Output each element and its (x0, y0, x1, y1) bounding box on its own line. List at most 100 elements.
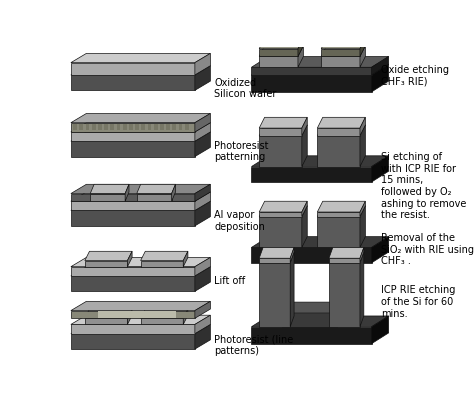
Bar (110, 125, 114, 127)
Polygon shape (317, 136, 360, 167)
Bar (179, 125, 182, 127)
Bar (73, 128, 77, 130)
Bar (98, 125, 102, 127)
Polygon shape (71, 67, 210, 76)
Bar (166, 125, 170, 127)
Polygon shape (302, 202, 307, 217)
Bar (154, 128, 158, 130)
Polygon shape (317, 217, 360, 248)
Polygon shape (251, 57, 389, 68)
Bar (129, 128, 133, 130)
Polygon shape (372, 316, 389, 344)
Polygon shape (321, 47, 365, 57)
Polygon shape (259, 57, 298, 68)
Bar (86, 128, 90, 130)
Polygon shape (195, 302, 210, 318)
Polygon shape (290, 248, 294, 263)
Polygon shape (259, 217, 302, 248)
Polygon shape (195, 133, 210, 157)
Bar (104, 125, 108, 127)
Bar (166, 128, 170, 130)
Polygon shape (195, 192, 210, 211)
Polygon shape (283, 313, 337, 327)
Polygon shape (71, 124, 210, 133)
Polygon shape (251, 76, 372, 93)
Bar (123, 128, 127, 130)
Bar (147, 125, 152, 127)
Polygon shape (71, 325, 210, 334)
Polygon shape (71, 194, 195, 202)
Polygon shape (259, 213, 302, 217)
Bar (98, 311, 175, 318)
Polygon shape (259, 39, 303, 50)
Text: Oxidized
Silicon wafer: Oxidized Silicon wafer (214, 77, 277, 99)
Polygon shape (329, 259, 360, 263)
Polygon shape (195, 325, 210, 349)
Polygon shape (195, 185, 210, 202)
Polygon shape (71, 63, 195, 76)
Polygon shape (372, 57, 389, 76)
Polygon shape (125, 185, 129, 202)
Polygon shape (259, 248, 294, 259)
Polygon shape (360, 118, 365, 136)
Polygon shape (172, 185, 175, 202)
Bar (185, 128, 189, 130)
Polygon shape (360, 47, 365, 68)
Text: Removal of the
SiO₂ with RIE using
CHF₃ .: Removal of the SiO₂ with RIE using CHF₃ … (381, 233, 474, 265)
Polygon shape (71, 54, 210, 63)
Polygon shape (85, 309, 132, 318)
Bar (135, 128, 139, 130)
Polygon shape (71, 192, 210, 202)
Polygon shape (259, 129, 302, 136)
Polygon shape (298, 47, 303, 68)
Polygon shape (183, 252, 188, 267)
Polygon shape (321, 50, 360, 57)
Bar (123, 125, 127, 127)
Polygon shape (71, 325, 195, 334)
Bar (110, 128, 114, 130)
Polygon shape (372, 65, 389, 93)
Bar (141, 125, 145, 127)
Polygon shape (71, 124, 195, 133)
Polygon shape (195, 54, 210, 76)
Polygon shape (141, 309, 188, 318)
Polygon shape (195, 267, 210, 292)
Text: Photoresist
patterning: Photoresist patterning (214, 140, 269, 162)
Polygon shape (90, 194, 125, 202)
Polygon shape (137, 194, 172, 202)
Bar (173, 128, 176, 130)
Bar (129, 125, 133, 127)
Polygon shape (183, 309, 188, 325)
Bar (179, 128, 182, 130)
Polygon shape (302, 126, 307, 167)
Polygon shape (141, 318, 183, 325)
Polygon shape (195, 258, 210, 276)
Polygon shape (71, 202, 195, 211)
Polygon shape (195, 124, 210, 142)
Polygon shape (85, 261, 128, 267)
Bar (117, 128, 120, 130)
Polygon shape (317, 129, 360, 136)
Text: ICP RIE etching
of the Si for 60
mins.: ICP RIE etching of the Si for 60 mins. (381, 285, 455, 318)
Polygon shape (302, 118, 307, 136)
Polygon shape (321, 39, 365, 50)
Text: Lift off: Lift off (214, 275, 246, 286)
Bar (147, 128, 152, 130)
Polygon shape (251, 68, 372, 76)
Polygon shape (259, 47, 303, 57)
Polygon shape (195, 316, 210, 334)
Polygon shape (195, 67, 210, 91)
Polygon shape (251, 327, 372, 344)
Polygon shape (251, 167, 372, 182)
Polygon shape (195, 202, 210, 226)
Polygon shape (71, 133, 210, 142)
Polygon shape (259, 207, 307, 217)
Polygon shape (302, 207, 307, 248)
Polygon shape (71, 311, 195, 318)
Bar (80, 128, 83, 130)
Polygon shape (71, 142, 195, 157)
Polygon shape (71, 267, 195, 276)
Polygon shape (259, 136, 302, 167)
Polygon shape (259, 118, 307, 129)
Polygon shape (141, 261, 183, 267)
